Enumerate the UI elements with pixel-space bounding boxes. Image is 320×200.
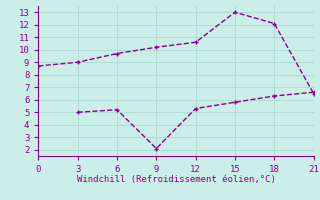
X-axis label: Windchill (Refroidissement éolien,°C): Windchill (Refroidissement éolien,°C) xyxy=(76,175,276,184)
